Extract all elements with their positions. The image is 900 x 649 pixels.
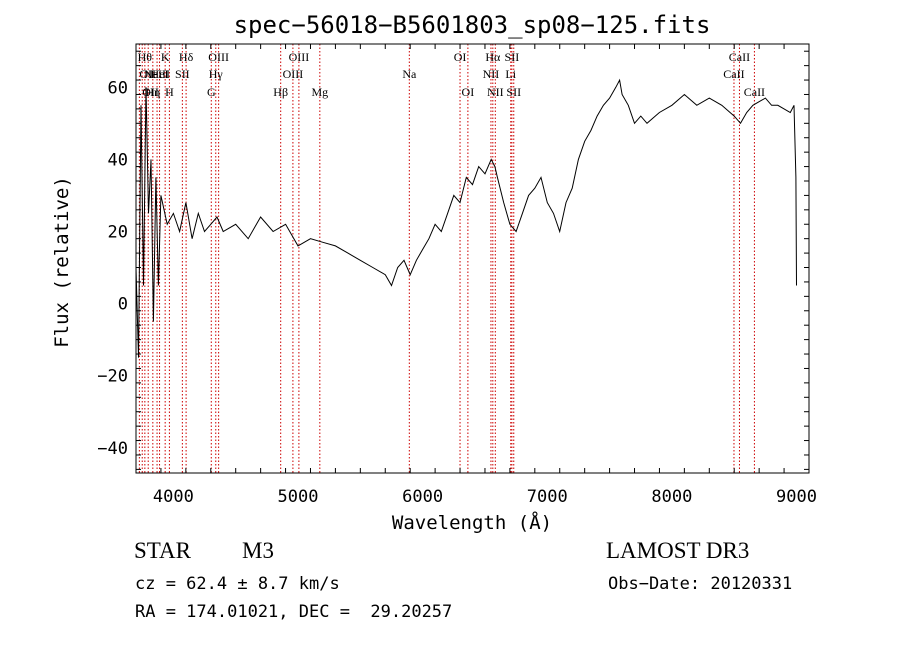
emission-line-markers bbox=[138, 44, 755, 473]
marker-label: OIII bbox=[283, 67, 304, 81]
x-tick-label: 6000 bbox=[402, 487, 443, 507]
x-axis-ticks: 4000 5000 6000 7000 8000 9000 bbox=[135, 44, 817, 507]
marker-label: HeI bbox=[151, 67, 169, 81]
marker-label: Hα bbox=[485, 50, 501, 64]
survey-name: LAMOST DR3 bbox=[606, 538, 750, 563]
x-tick-label: 4000 bbox=[153, 487, 194, 507]
marker-label: SII bbox=[506, 85, 521, 99]
marker-label: OI bbox=[462, 85, 475, 99]
marker-label: Hβ bbox=[273, 85, 288, 99]
y-tick-label: 0 bbox=[118, 295, 128, 315]
marker-label: OIII bbox=[208, 50, 229, 64]
x-tick-label: 8000 bbox=[651, 487, 692, 507]
marker-label: NeIII bbox=[144, 67, 170, 81]
marker-label: CaII bbox=[723, 67, 744, 81]
marker-label: Hη bbox=[145, 85, 160, 99]
marker-label: Hθ bbox=[138, 50, 153, 64]
marker-label: Hγ bbox=[209, 67, 224, 81]
y-axis-ticks: −40 −20 0 20 40 60 bbox=[97, 50, 809, 470]
emission-line-labels: OIIOIIHθHηNeIIIHeIKHSIIHδGHγOIIIHβOIIIOI… bbox=[138, 50, 765, 99]
marker-label: CaII bbox=[744, 85, 765, 99]
x-tick-label: 5000 bbox=[278, 487, 319, 507]
x-axis-label: Wavelength (Å) bbox=[392, 511, 552, 534]
marker-label: K bbox=[161, 50, 170, 64]
marker-label: Mg bbox=[311, 85, 328, 99]
y-tick-label: 60 bbox=[108, 78, 128, 98]
y-tick-label: −40 bbox=[97, 439, 128, 459]
coordinates: RA = 174.01021, DEC = 29.20257 bbox=[135, 602, 453, 622]
marker-label: Hδ bbox=[179, 50, 194, 64]
marker-label: OI bbox=[454, 50, 467, 64]
marker-label: Na bbox=[402, 67, 417, 81]
x-tick-label: 7000 bbox=[527, 487, 568, 507]
object-class: STAR bbox=[134, 538, 191, 563]
x-tick-label: 9000 bbox=[776, 487, 817, 507]
marker-label: OIII bbox=[289, 50, 310, 64]
marker-label: NII bbox=[487, 85, 504, 99]
redshift-velocity: cz = 62.4 ± 8.7 km/s bbox=[135, 574, 340, 594]
marker-label: OII bbox=[139, 67, 156, 81]
marker-label: CaII bbox=[729, 50, 750, 64]
marker-label: SII bbox=[505, 50, 520, 64]
marker-label: SII bbox=[175, 67, 190, 81]
y-tick-label: 40 bbox=[108, 150, 128, 170]
plot-frame bbox=[135, 43, 810, 474]
observation-date: Obs−Date: 20120331 bbox=[608, 574, 793, 594]
chart-title: spec−56018−B5601803_sp08−125.fits bbox=[234, 11, 711, 39]
y-axis-label: Flux (relative) bbox=[51, 176, 73, 348]
spectrum-line bbox=[135, 78, 797, 358]
marker-label: H bbox=[165, 85, 174, 99]
object-subclass: M3 bbox=[242, 538, 274, 563]
marker-label: NII bbox=[483, 67, 500, 81]
marker-label: G bbox=[207, 85, 216, 99]
y-tick-label: 20 bbox=[108, 222, 128, 242]
marker-label: Li bbox=[505, 67, 516, 81]
y-tick-label: −20 bbox=[97, 367, 128, 387]
